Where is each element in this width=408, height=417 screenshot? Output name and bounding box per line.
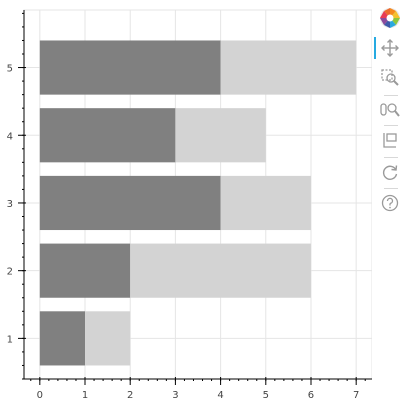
reset-tool-icon[interactable] bbox=[372, 158, 408, 186]
bar-segment bbox=[220, 40, 357, 95]
pan-tool-icon[interactable] bbox=[372, 34, 408, 62]
toolbar-separator bbox=[384, 188, 398, 189]
x-tick-label: 6 bbox=[308, 390, 314, 401]
toolbar-separator bbox=[384, 95, 398, 96]
box-zoom-tool-icon[interactable] bbox=[372, 64, 408, 92]
bar-segment bbox=[220, 175, 311, 231]
x-tick-label: 0 bbox=[37, 390, 43, 401]
bar-segment bbox=[39, 311, 86, 366]
bar-segment bbox=[130, 243, 311, 298]
bar-segment bbox=[85, 311, 131, 366]
x-tick-label: 2 bbox=[127, 390, 133, 401]
x-axis: 0 1 2 3 4 5 6 7 bbox=[24, 377, 372, 401]
y-tick-label: 2 bbox=[7, 267, 13, 278]
bars bbox=[39, 40, 357, 366]
y-tick-label: 5 bbox=[7, 64, 13, 75]
y-tick-label: 4 bbox=[7, 131, 13, 142]
bar-segment bbox=[175, 108, 266, 163]
wheel-zoom-tool-icon[interactable] bbox=[372, 96, 408, 124]
bar-segment bbox=[39, 243, 131, 298]
bar-segment bbox=[39, 108, 176, 163]
bar-segment bbox=[39, 175, 221, 231]
y-axis: 1 2 3 4 5 bbox=[7, 10, 26, 380]
bar-segment bbox=[39, 40, 221, 95]
x-tick-label: 5 bbox=[263, 390, 269, 401]
x-tick-label: 4 bbox=[217, 390, 223, 401]
x-tick-label: 3 bbox=[172, 390, 178, 401]
x-tick-label: 7 bbox=[353, 390, 359, 401]
bokeh-logo-icon bbox=[372, 4, 408, 32]
stacked-bar-chart: 0 1 2 3 4 5 6 7 1 2 3 4 5 bbox=[7, 9, 372, 401]
plot-toolbar bbox=[372, 0, 408, 417]
save-tool-icon[interactable] bbox=[372, 126, 408, 154]
y-tick-label: 3 bbox=[7, 199, 13, 210]
y-tick-label: 1 bbox=[7, 334, 13, 345]
toolbar-separator bbox=[384, 125, 398, 126]
x-tick-label: 1 bbox=[82, 390, 88, 401]
toolbar-separator bbox=[384, 157, 398, 158]
help-tool-icon[interactable] bbox=[372, 189, 408, 217]
